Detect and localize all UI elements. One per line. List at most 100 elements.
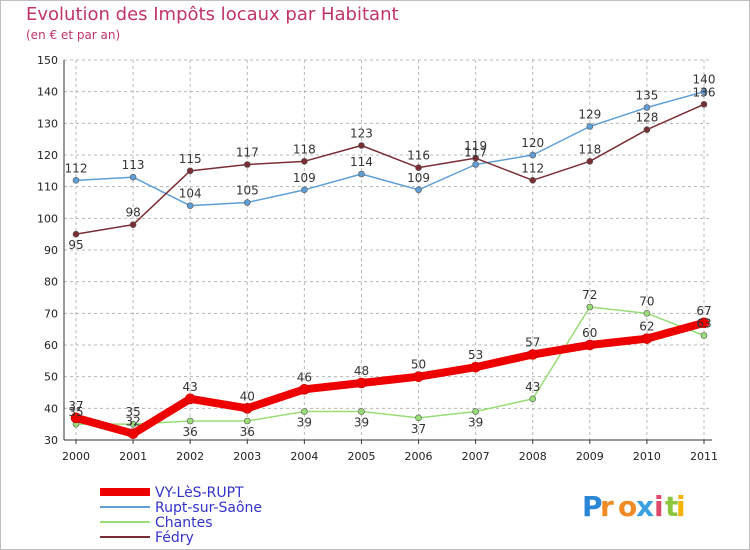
data-label: 109 — [407, 171, 430, 185]
data-label: 39 — [297, 416, 312, 430]
y-tick-label: 50 — [44, 371, 58, 384]
data-point — [186, 202, 194, 209]
data-label: 39 — [468, 416, 483, 430]
data-label: 95 — [68, 238, 83, 252]
data-point — [70, 412, 82, 424]
series-line-2 — [75, 306, 705, 425]
y-tick-label: 110 — [37, 181, 58, 194]
y-tick-label: 60 — [44, 339, 58, 352]
data-label: 46 — [297, 370, 312, 384]
logo-letter: o — [618, 490, 637, 523]
data-label: 62 — [639, 320, 654, 334]
data-point — [358, 142, 365, 149]
x-tick-label: 2009 — [576, 450, 604, 463]
x-tick-label: 2011 — [690, 450, 718, 463]
data-label: 117 — [464, 146, 487, 160]
x-tick-label: 2007 — [462, 450, 490, 463]
data-point — [415, 414, 422, 422]
data-point — [586, 303, 594, 311]
data-label: 116 — [407, 149, 430, 163]
axes: 30 40 50 60 70 80 90 100 110 120 130 140 150 2000 2001… — [37, 54, 718, 463]
data-label: 98 — [125, 206, 140, 220]
data-label: 114 — [350, 155, 373, 169]
data-label: 72 — [582, 288, 597, 302]
x-tick-label: 2003 — [233, 450, 261, 463]
data-label: 43 — [183, 380, 198, 394]
data-point — [413, 371, 424, 382]
y-tick-label: 30 — [44, 434, 58, 447]
data-point — [184, 393, 196, 405]
data-label: 123 — [350, 127, 373, 141]
data-label: 43 — [525, 380, 540, 394]
data-label: 117 — [236, 146, 259, 160]
data-label: 120 — [521, 136, 544, 150]
data-label: 112 — [521, 161, 544, 175]
data-label: 39 — [354, 416, 369, 430]
data-point — [529, 177, 537, 184]
data-point — [356, 377, 367, 389]
series-line-3 — [75, 103, 705, 235]
data-point — [415, 164, 422, 171]
y-tick-label: 80 — [44, 276, 58, 289]
data-point — [358, 170, 365, 178]
data-label: 40 — [240, 389, 255, 403]
data-label: 35 — [68, 405, 83, 419]
data-point — [127, 428, 139, 439]
data-point — [186, 167, 194, 175]
data-label: 50 — [411, 358, 426, 372]
data-point — [72, 177, 80, 184]
data-point — [586, 158, 594, 165]
x-tick-label: 2000 — [62, 450, 90, 463]
x-tick-label: 2010 — [633, 450, 661, 463]
data-label: 32 — [125, 415, 140, 429]
data-label: 63 — [696, 317, 711, 331]
data-label: 105 — [236, 184, 259, 198]
data-point — [698, 317, 710, 329]
data-label: 104 — [179, 187, 202, 201]
y-tick-label: 120 — [37, 149, 58, 162]
data-point — [470, 361, 481, 373]
data-point — [643, 126, 651, 133]
chart-subtitle: (en € et par an) — [26, 28, 121, 42]
x-tick-label: 2006 — [405, 450, 433, 463]
data-point — [129, 173, 137, 181]
data-label: 136 — [693, 85, 716, 99]
series-line-1 — [75, 90, 705, 207]
data-label: 36 — [240, 425, 255, 439]
data-point — [301, 186, 308, 194]
data-label: 115 — [179, 152, 202, 166]
data-point — [243, 199, 251, 206]
x-tick-label: 2004 — [290, 450, 318, 463]
x-tick-label: 2001 — [119, 450, 147, 463]
data-point — [529, 395, 537, 403]
data-label: 57 — [525, 336, 540, 350]
data-label: 37 — [68, 399, 83, 413]
data-label: 35 — [125, 405, 140, 419]
x-tick-label: 2008 — [519, 450, 547, 463]
data-label: 36 — [183, 425, 198, 439]
logo-letter: i — [676, 490, 686, 523]
data-point — [243, 417, 251, 425]
data-point — [301, 408, 308, 415]
y-tick-label: 70 — [44, 307, 58, 320]
data-point — [415, 186, 422, 194]
y-tick-label: 140 — [37, 86, 58, 99]
data-label: 119 — [464, 139, 487, 153]
data-point — [527, 349, 539, 360]
chart-title: Evolution des Impôts locaux par Habitant — [26, 4, 399, 25]
logo-letter: x — [636, 490, 654, 523]
y-tick-label: 130 — [37, 117, 58, 130]
data-label: 128 — [635, 111, 658, 125]
legend-label: Rupt-sur-Saône — [155, 500, 262, 516]
data-label: 53 — [468, 348, 483, 362]
data-labels: 112 113 104 105 109 114 109 117 120 129 135 140 95 98… — [65, 73, 716, 439]
y-tick-label: 40 — [44, 402, 58, 415]
data-label: 118 — [578, 142, 601, 156]
data-label: 48 — [354, 364, 369, 378]
data-label: 60 — [582, 326, 597, 340]
data-point — [643, 104, 651, 111]
data-point — [700, 88, 708, 95]
data-point — [72, 230, 80, 238]
